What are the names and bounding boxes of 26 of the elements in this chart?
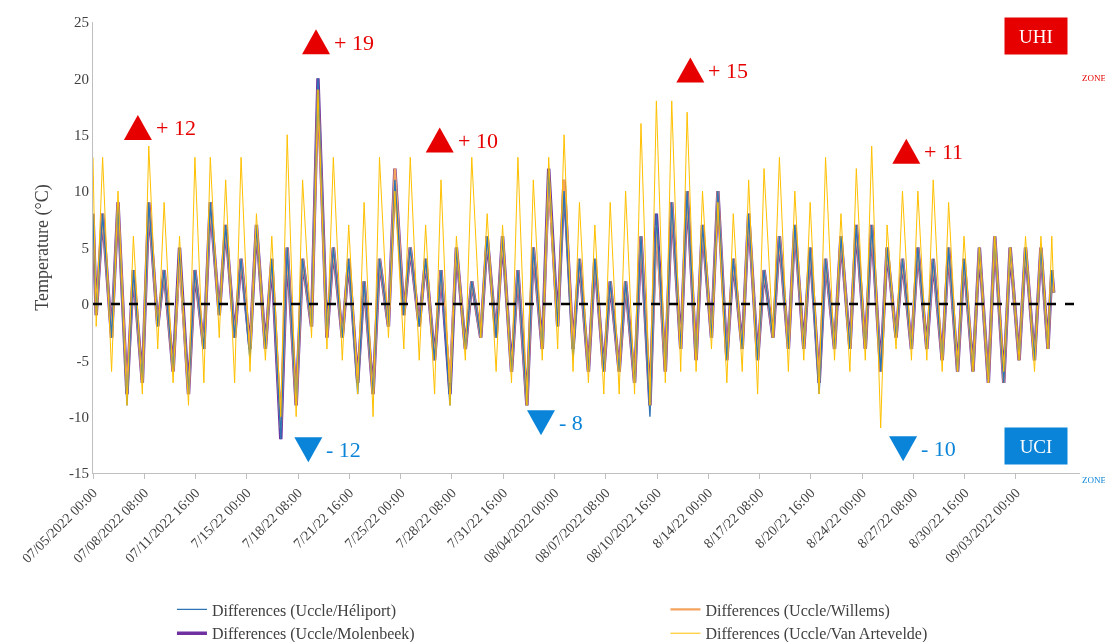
y-tick-label: -15 bbox=[69, 465, 89, 482]
y-tick-label: -5 bbox=[76, 352, 89, 369]
y-tick-label: 25 bbox=[74, 14, 89, 31]
annotation: - 8 bbox=[559, 410, 583, 435]
annotation: + 12 bbox=[156, 115, 196, 140]
annotation: - 12 bbox=[326, 437, 361, 462]
annotation: - 10 bbox=[921, 436, 956, 461]
annotation: + 11 bbox=[924, 139, 964, 164]
y-tick-label: 10 bbox=[74, 183, 89, 200]
y-axis-title: Temperature (°C) bbox=[32, 184, 54, 311]
y-tick-label: 15 bbox=[74, 127, 89, 143]
legend-label: Differences (Uccle/Molenbeek) bbox=[211, 625, 415, 642]
y-tick-label: 20 bbox=[74, 70, 89, 87]
legend-label: Differences (Uccle/Héliport) bbox=[211, 601, 397, 620]
y-tick-label: 5 bbox=[81, 239, 89, 256]
text: ZONE bbox=[1082, 73, 1105, 83]
annotation: UHI bbox=[1019, 25, 1053, 47]
annotation: + 10 bbox=[458, 128, 498, 153]
annotation: UCI bbox=[1019, 435, 1053, 457]
annotation: + 15 bbox=[708, 58, 748, 83]
y-tick-label: 0 bbox=[81, 296, 89, 313]
legend-label: Differences (Uccle/Willems) bbox=[705, 601, 890, 620]
legend-label: Differences (Uccle/Van Artevelde) bbox=[705, 625, 928, 642]
y-tick-label: -10 bbox=[69, 408, 89, 425]
text: ZONE bbox=[1082, 475, 1105, 485]
annotation: + 19 bbox=[334, 30, 374, 55]
